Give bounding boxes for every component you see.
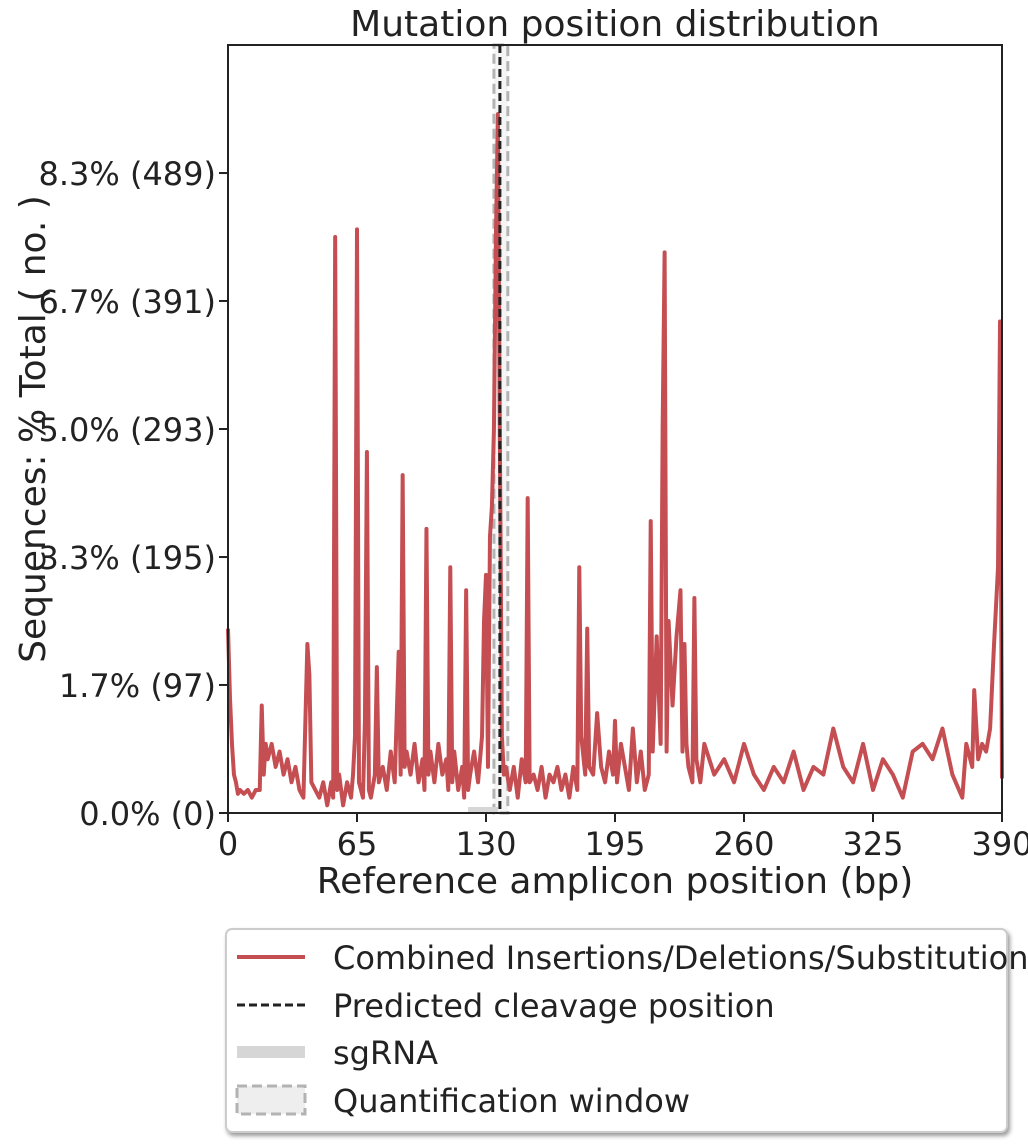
series-line xyxy=(226,112,1004,808)
x-tick-label: 65 xyxy=(337,825,378,863)
x-tick-label: 195 xyxy=(584,825,645,863)
y-tick-label: 1.7% (97) xyxy=(59,667,216,705)
y-tick-label: 3.3% (195) xyxy=(38,539,216,577)
x-tick-label: 130 xyxy=(455,825,516,863)
y-tick-label: 0.0% (0) xyxy=(79,795,216,833)
legend-box xyxy=(225,928,1008,1133)
x-tick-label: 325 xyxy=(842,825,903,863)
chart-title: Mutation position distribution xyxy=(350,4,880,45)
sgrna xyxy=(468,807,498,813)
x-tick-label: 390 xyxy=(971,825,1028,863)
plot-frame xyxy=(227,44,1003,814)
y-tick-label: 6.7% (391) xyxy=(38,283,216,321)
legend-label: Combined Insertions/Deletions/Substituti… xyxy=(333,939,1028,977)
x-axis-label: Reference amplicon position (bp) xyxy=(317,861,914,902)
x-tick-label: 260 xyxy=(713,825,774,863)
y-axis-label: Sequences: % Total ( no. ) xyxy=(13,195,54,663)
y-tick-label: 8.3% (489) xyxy=(38,155,216,193)
x-tick-label: 0 xyxy=(218,825,238,863)
legend-label: Quantification window xyxy=(333,1082,690,1120)
y-tick-label: 5.0% (293) xyxy=(38,411,216,449)
legend-label: Predicted cleavage position xyxy=(333,987,775,1025)
legend-label: sgRNA xyxy=(333,1034,438,1072)
legend-handle xyxy=(235,1084,307,1116)
